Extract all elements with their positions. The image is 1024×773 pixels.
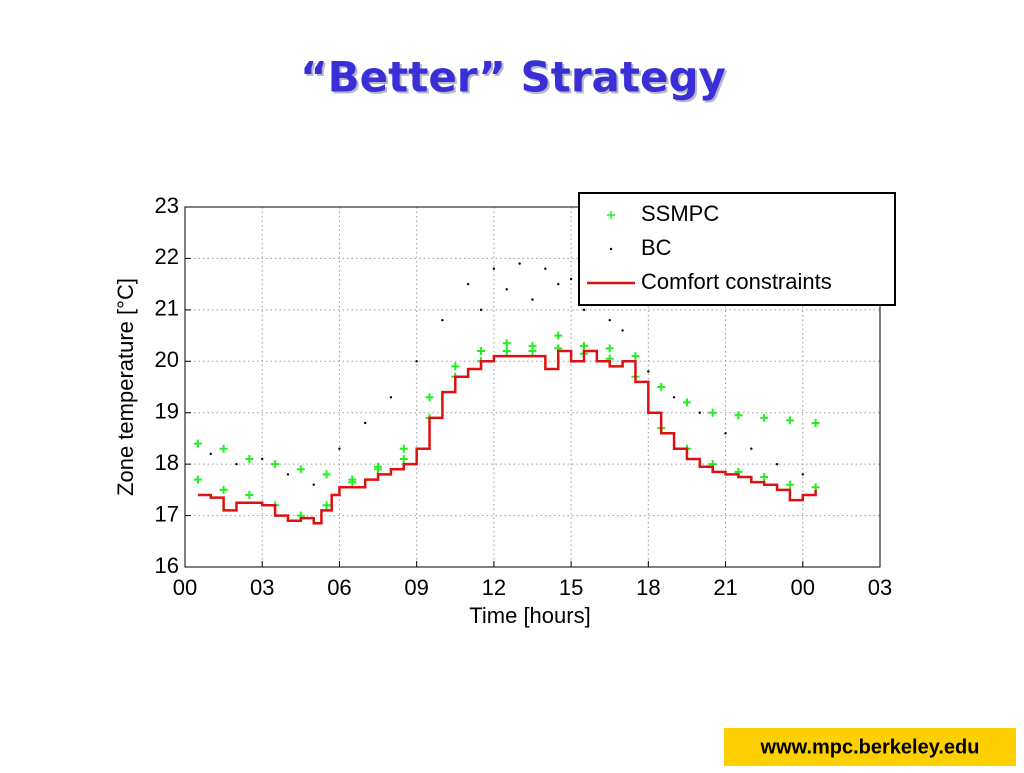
x-tick-label: 09 <box>404 575 428 600</box>
ssmpc-point <box>502 347 511 355</box>
ssmpc-point <box>477 347 486 355</box>
y-tick-label: 18 <box>155 450 179 475</box>
x-axis-label: Time [hours] <box>469 603 590 628</box>
ssmpc-point <box>348 478 357 487</box>
legend-label: BC <box>641 235 672 260</box>
ssmpc-point <box>296 465 305 474</box>
ssmpc-point <box>657 383 666 391</box>
bc-point <box>312 483 315 486</box>
ssmpc-point <box>399 455 408 463</box>
legend-swatch <box>609 247 613 251</box>
ssmpc-point <box>760 413 769 422</box>
bc-point <box>621 329 624 332</box>
ssmpc-point <box>734 411 743 420</box>
comfort-line <box>197 349 817 525</box>
bc-point <box>479 308 483 312</box>
x-tick-label: 12 <box>482 575 506 600</box>
y-tick-label: 19 <box>155 399 179 424</box>
y-tick-label: 17 <box>155 501 179 526</box>
y-tick-label: 22 <box>155 244 179 269</box>
bc-point <box>750 447 753 450</box>
ssmpc-point <box>708 408 717 417</box>
bc-point <box>505 288 508 291</box>
ssmpc-point <box>605 344 614 353</box>
ssmpc-point <box>811 419 820 427</box>
bc-point <box>544 267 547 270</box>
bc-point <box>531 298 534 301</box>
ssmpc-point <box>271 460 280 469</box>
ssmpc-point <box>322 501 331 510</box>
y-tick-label: 20 <box>155 347 179 372</box>
ssmpc-point <box>245 491 254 499</box>
bc-point <box>608 318 611 322</box>
ssmpc-point <box>760 473 769 481</box>
bc-point <box>363 421 367 425</box>
bc-point <box>518 262 521 265</box>
footer: www.mpc.berkeley.edu <box>760 736 980 758</box>
ssmpc-point <box>322 470 331 479</box>
x-tick-label: 18 <box>636 575 660 600</box>
ssmpc-point <box>502 339 511 348</box>
bc-point <box>261 457 264 461</box>
x-tick-label: 03 <box>250 575 274 600</box>
bc-point <box>582 308 586 312</box>
ssmpc-point <box>245 455 254 463</box>
x-tick-label: 15 <box>559 575 583 600</box>
y-tick-label: 16 <box>155 553 179 578</box>
y-tick-label: 23 <box>155 193 179 218</box>
ssmpc-point <box>374 462 383 471</box>
ssmpc-point <box>785 416 794 425</box>
bc-point <box>209 452 212 456</box>
bc-point <box>698 411 702 414</box>
title-shadow: “Better” Strategy <box>302 55 728 104</box>
slide-title: “Better” Strategy <box>300 53 726 102</box>
bc-point <box>389 396 393 399</box>
x-tick-label: 00 <box>173 575 197 600</box>
bc-point <box>801 473 804 476</box>
legend-box <box>578 192 896 306</box>
legend-label: SSMPC <box>641 201 719 226</box>
bc-point <box>724 432 727 435</box>
footer-box <box>724 728 1016 766</box>
ssmpc-point <box>554 331 563 340</box>
ssmpc-point <box>399 444 408 453</box>
ssmpc-point <box>579 341 588 350</box>
y-tick-label: 21 <box>155 296 179 321</box>
bc-point <box>466 282 470 286</box>
bc-point <box>338 447 341 450</box>
y-axis-label: Zone temperature [°C] <box>113 278 138 496</box>
ssmpc-point <box>193 439 202 448</box>
x-tick-label: 03 <box>868 575 892 600</box>
bc-point <box>569 277 573 281</box>
legend-label: Comfort constraints <box>641 269 832 294</box>
ssmpc-point <box>528 347 537 355</box>
bc-point <box>492 267 496 270</box>
bc-point <box>286 473 290 476</box>
x-tick-label: 21 <box>713 575 737 600</box>
x-tick-label: 00 <box>791 575 815 600</box>
axes-frame <box>184 206 881 568</box>
ssmpc-point <box>425 393 434 402</box>
bc-point <box>647 370 650 373</box>
bc-point <box>775 462 779 466</box>
ssmpc-point <box>451 362 460 371</box>
bc-point <box>557 282 560 286</box>
ssmpc-point <box>219 444 228 453</box>
bc-point <box>415 360 418 363</box>
legend-swatch <box>607 211 615 219</box>
ssmpc-point <box>219 485 228 494</box>
ssmpc-point <box>193 475 202 484</box>
x-tick-label: 06 <box>327 575 351 600</box>
bc-point <box>235 462 238 466</box>
ssmpc-point <box>785 480 794 489</box>
ssmpc-point <box>682 398 691 407</box>
ssmpc-point <box>631 352 640 361</box>
bc-point <box>672 396 676 399</box>
bc-point <box>441 318 444 322</box>
